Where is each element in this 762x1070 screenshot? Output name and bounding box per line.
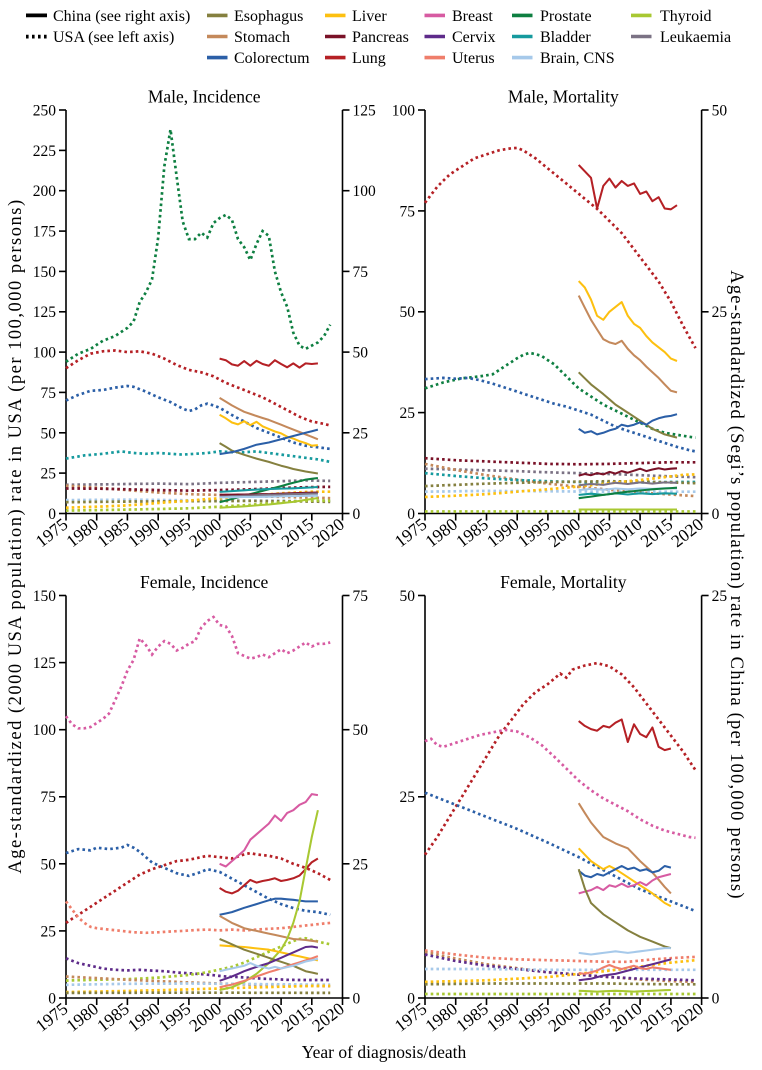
svg-text:Male, Incidence: Male, Incidence [148, 87, 261, 107]
svg-text:Cervix: Cervix [452, 29, 496, 46]
svg-text:Leukaemia: Leukaemia [660, 29, 731, 46]
svg-text:Liver: Liver [352, 8, 387, 25]
svg-text:125: 125 [33, 655, 57, 672]
svg-text:Year of diagnosis/death: Year of diagnosis/death [302, 1042, 467, 1062]
svg-text:50: 50 [353, 345, 369, 362]
svg-text:25: 25 [353, 856, 369, 873]
svg-text:100: 100 [33, 345, 57, 362]
svg-text:Uterus: Uterus [452, 50, 495, 67]
svg-text:25: 25 [712, 588, 728, 605]
svg-text:Breast: Breast [452, 8, 493, 25]
svg-text:0: 0 [48, 506, 56, 523]
svg-text:Brain, CNS: Brain, CNS [540, 50, 615, 67]
svg-text:100: 100 [353, 183, 377, 200]
svg-text:Male, Mortality: Male, Mortality [508, 87, 619, 107]
svg-text:Prostate: Prostate [540, 8, 592, 25]
svg-text:50: 50 [712, 103, 728, 120]
svg-text:0: 0 [712, 506, 720, 523]
svg-text:75: 75 [400, 203, 416, 220]
svg-text:Stomach: Stomach [234, 29, 290, 46]
svg-text:Thyroid: Thyroid [660, 8, 712, 25]
svg-text:50: 50 [353, 722, 369, 739]
svg-text:75: 75 [353, 588, 369, 605]
svg-text:Female, Incidence: Female, Incidence [140, 572, 269, 592]
svg-text:Age-standardized (Segi’s popul: Age-standardized (Segi’s population) rat… [726, 270, 746, 899]
svg-text:0: 0 [407, 506, 415, 523]
svg-text:75: 75 [353, 264, 369, 281]
svg-text:200: 200 [33, 183, 57, 200]
svg-text:50: 50 [400, 588, 416, 605]
svg-text:0: 0 [353, 506, 361, 523]
svg-text:0: 0 [712, 991, 720, 1008]
svg-text:75: 75 [41, 385, 57, 402]
svg-text:50: 50 [41, 856, 57, 873]
svg-text:Female, Mortality: Female, Mortality [500, 572, 627, 592]
svg-text:250: 250 [33, 103, 57, 120]
svg-text:25: 25 [41, 923, 57, 940]
svg-text:150: 150 [33, 588, 57, 605]
svg-text:150: 150 [33, 264, 57, 281]
svg-text:175: 175 [33, 224, 57, 241]
svg-text:25: 25 [400, 405, 416, 422]
svg-text:Pancreas: Pancreas [352, 29, 409, 46]
svg-text:50: 50 [41, 425, 57, 442]
svg-text:0: 0 [407, 991, 415, 1008]
svg-text:Esophagus: Esophagus [234, 8, 303, 25]
svg-text:225: 225 [33, 143, 57, 160]
svg-text:75: 75 [41, 789, 57, 806]
svg-text:50: 50 [400, 304, 416, 321]
svg-text:125: 125 [353, 103, 377, 120]
svg-text:25: 25 [353, 425, 369, 442]
svg-text:0: 0 [353, 991, 361, 1008]
svg-text:25: 25 [400, 789, 416, 806]
svg-text:Colorectum: Colorectum [234, 50, 310, 67]
svg-text:125: 125 [33, 304, 57, 321]
svg-text:Lung: Lung [352, 50, 386, 67]
svg-text:Bladder: Bladder [540, 29, 591, 46]
svg-text:25: 25 [712, 304, 728, 321]
svg-text:USA (see left axis): USA (see left axis) [53, 29, 174, 46]
svg-text:0: 0 [48, 991, 56, 1008]
svg-text:25: 25 [41, 466, 57, 483]
svg-text:Age-standardized (2000 USA pop: Age-standardized (2000 USA population) r… [6, 198, 26, 873]
svg-text:100: 100 [33, 722, 57, 739]
svg-text:China (see right axis): China (see right axis) [53, 8, 190, 25]
svg-text:100: 100 [392, 103, 416, 120]
